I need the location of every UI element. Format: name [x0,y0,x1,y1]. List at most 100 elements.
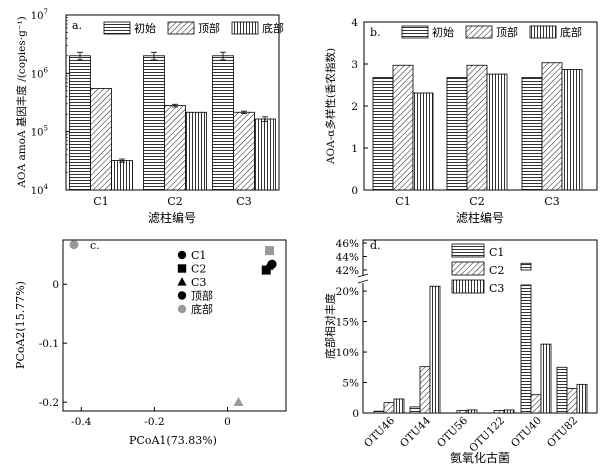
panel-d-relative-abundance: d. 氨氧化古菌 底部相对丰度 0 5% 10% 15% 20% 42%44% 46% OTU… [323,238,598,465]
d-legend-label-0: C1 [489,246,504,259]
d-bar-otu56-2 [466,409,478,414]
panel-b-legend: 初始 顶部 底部 [401,25,582,39]
panel-b-label: b. [370,26,381,39]
a-xtick-label-c3: C3 [236,195,251,208]
a-bar-c3-2 [254,118,276,191]
panel-a-label: a. [72,19,82,32]
panel-c-pcoa: c. PCoA1(73.83%) PCoA2(15.77%) -0.4 -0.2 0… [14,239,287,447]
panel-b-ylabel: AOA-α多样性(香农指数) [324,48,337,165]
d-xtick-label-otu56: OTU56 [435,414,470,449]
d-ytick-upper-label-2: 46% [336,238,359,250]
b-legend-label-2: 底部 [560,25,582,39]
panel-a-bars [69,51,276,191]
a-bar-c2-2 [185,111,207,191]
a-xtick-label-c1: C1 [93,195,108,208]
a-bar-c1-2 [111,160,133,191]
d-xtick-label-otu122: OTU122 [467,415,507,455]
d-bar-otu82-2 [576,383,588,414]
panel-a-amoA-abundance: a. 滤柱编号 AOA amoA 基因丰度 /(copies·g⁻¹) 104 1… [15,8,284,225]
d-bar-otu44-2 [429,285,441,414]
c-legend-label-4: 底部 [191,302,213,316]
b-ytick-label-4: 4 [351,17,358,29]
b-bar-c1-1 [392,64,414,191]
d-ytick-upper-label-1: 44% [336,252,359,264]
d-bar-otu82-0 [556,366,568,414]
c-point-c3-顶部 [263,260,274,270]
b-bar-c1-2 [412,92,434,191]
panel-d-legend: C1 C2 C3 [451,243,504,295]
c-ytick-label-1: -0.1 [39,338,59,350]
b-ytick-label-2: 2 [351,101,358,113]
a-ytick-label-3: 107 [31,8,48,22]
a-bar-c3-1 [233,111,255,191]
panel-b-xlabel: 滤柱编号 [456,210,504,225]
b-legend-swatch-1 [465,25,493,39]
b-xtick-label-c1: C1 [395,195,410,208]
a-bar-c1-0 [69,55,91,191]
panel-d-bars [373,262,588,414]
d-ytick-lower-label-4: 20% [336,286,359,298]
a-ytick-label-0: 104 [31,183,49,197]
panel-d-xlabel: 氨氧化古菌 [450,450,510,465]
c-legend-label-1: C2 [191,263,206,276]
a-ytick-label-1: 105 [31,125,48,139]
d-axis-break-mark-bottom [357,279,369,284]
b-ytick-label-1: 1 [351,143,358,155]
a-legend-swatch-1 [167,21,195,35]
d-bar-otu82-1 [566,388,578,414]
d-bar-otu46-2 [393,398,405,414]
d-ytick-lower-label-0: 0 [352,408,359,420]
panel-d-label: d. [370,239,381,252]
b-bar-c1-0 [372,77,394,191]
panel-a-xlabel: 滤柱编号 [148,210,196,225]
c-xtick-label-2: 0 [224,416,231,428]
panel-b-shannon-diversity: b. 滤柱编号 AOA-α多样性(香农指数) 0 1 2 3 4 C1 C2 C3 初始 顶部 底… [324,17,598,225]
a-legend-swatch-0 [103,21,131,35]
b-bar-c2-2 [486,73,508,191]
d-legend-swatch-2 [451,279,485,294]
d-legend-swatch-0 [451,243,485,258]
a-bar-c1-1 [90,88,112,191]
c-legend-marker-2 [177,277,187,286]
b-ytick-label-3: 3 [351,59,358,71]
d-bar-otu40-1 [530,394,542,414]
d-bar-otu46-1 [383,402,395,414]
b-bar-c3-1 [541,62,563,191]
panel-a-ticks: 104 105 106 107 C1 C2 C3 [31,8,252,208]
d-bar-otu122-1 [493,410,505,414]
d-axis-break-mark-top [357,273,369,278]
c-xtick-label-1: -0.2 [144,416,164,428]
b-xtick-label-c2: C2 [469,195,484,208]
b-bar-c2-0 [446,77,468,191]
b-legend-label-0: 初始 [432,25,454,39]
panel-c-points [69,240,277,406]
d-legend-label-1: C2 [489,264,504,277]
d-xtick-label-otu46: OTU46 [362,414,397,449]
c-point-c2-底部 [265,246,275,256]
b-legend-swatch-0 [401,25,429,39]
c-point-c2-顶部 [261,265,271,275]
c-xtick-label-0: -0.4 [71,416,92,428]
d-xtick-label-otu82: OTU82 [545,415,580,450]
d-bar-otu40-2 [540,343,552,414]
panel-c-label: c. [90,239,100,252]
panel-d-plot-frame [362,239,598,414]
panel-c-xlabel: PCoA1(73.83%) [129,434,217,447]
panel-a-ylabel: AOA amoA 基因丰度 /(copies·g⁻¹) [15,16,28,188]
d-axis-break-gap [360,275,367,283]
d-ytick-lower-label-2: 10% [336,347,359,359]
a-bar-c3-0 [212,55,234,191]
b-bar-c3-2 [561,69,583,191]
b-legend-label-1: 顶部 [496,25,518,39]
d-xtick-label-otu44: OTU44 [398,414,433,449]
a-legend-label-1: 顶部 [198,21,220,35]
d-legend-label-2: C3 [489,282,504,295]
b-ytick-label-0: 0 [351,185,358,197]
a-ytick-label-2: 106 [31,66,49,80]
c-legend-label-3: 顶部 [191,289,213,303]
d-bar-otu56-1 [456,410,468,414]
d-bar-otu122-2 [503,409,515,414]
c-point-c1-底部 [69,240,79,250]
c-legend-label-0: C1 [191,249,206,262]
